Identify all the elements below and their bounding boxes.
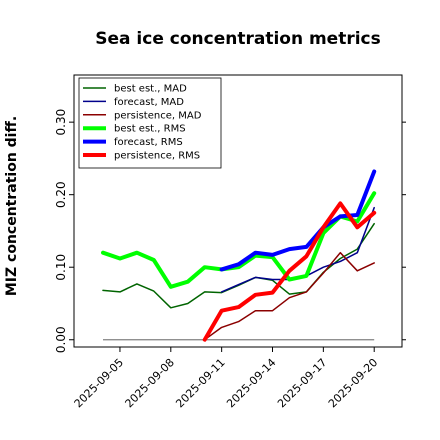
y-tick-label: 0.30 — [54, 109, 68, 136]
x-tick-label-highlight: 2025-09-11 — [173, 356, 227, 410]
series-lines — [101, 169, 377, 342]
legend-label: persistence, RMS — [114, 151, 200, 162]
series-line — [202, 201, 377, 342]
legend-items: best est., MAD forecast, MAD persistence, … — [83, 84, 202, 162]
y-axis-label: MIZ concentration diff. — [4, 116, 20, 296]
legend-label: best est., MAD — [114, 84, 187, 95]
series-line — [203, 251, 375, 341]
x-tick-label: 2025-09-17 — [275, 356, 329, 410]
legend-label: forecast, MAD — [114, 97, 184, 108]
series-line — [101, 191, 377, 289]
legend-label: forecast, RMS — [114, 137, 183, 148]
x-tick-label: 2025-09-08 — [123, 356, 177, 410]
chart-title: Sea ice concentration metrics — [95, 29, 381, 49]
x-ticks: 2025-09-052025-09-082025-09-112025-09-14… — [72, 347, 380, 410]
x-tick-label: 2025-09-05 — [72, 356, 126, 410]
y-tick-label: 0.10 — [54, 254, 68, 281]
legend-label: persistence, MAD — [114, 110, 202, 121]
x-tick-label: 2025-09-20 — [326, 356, 380, 410]
legend-label: best est., RMS — [114, 124, 186, 135]
legend-box — [78, 77, 222, 169]
y-ticks: 0.00 0.10 0.20 0.30 — [54, 109, 406, 353]
y-tick-label: 0.00 — [54, 326, 68, 353]
y-tick-label: 0.20 — [54, 181, 68, 208]
x-tick-label: 2025-09-14 — [224, 356, 278, 410]
legend: best est., MAD forecast, MAD persistence, … — [78, 77, 222, 169]
plot-frame — [73, 74, 403, 348]
